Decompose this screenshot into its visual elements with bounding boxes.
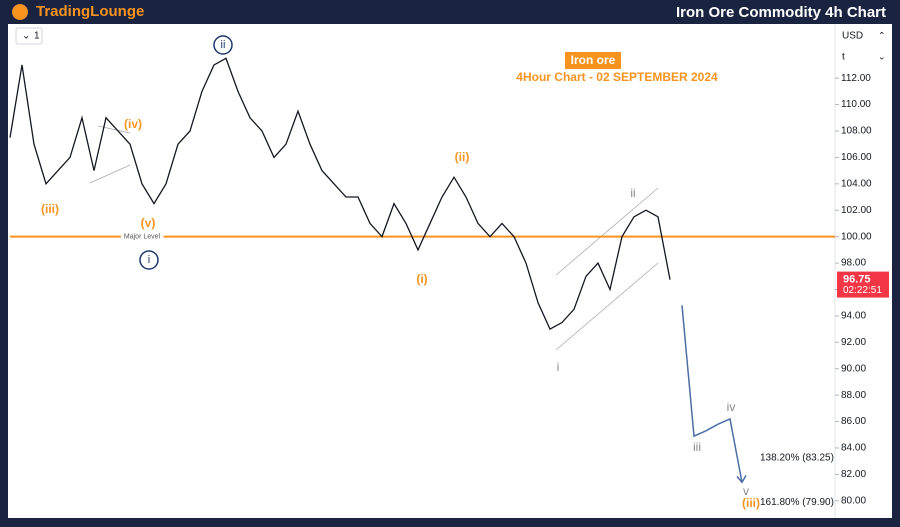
- y-tick-label: 84.00: [841, 443, 866, 454]
- wave-label: (ii): [455, 150, 470, 164]
- fib-label: 138.20% (83.25): [760, 453, 834, 464]
- wave-label: (i): [416, 272, 427, 286]
- y-tick-label: 94.00: [841, 311, 866, 322]
- price-tag: [837, 271, 889, 298]
- wave-label: (v): [141, 216, 156, 230]
- major-level-label-bg: [120, 232, 164, 242]
- y-tick-label: 92.00: [841, 337, 866, 348]
- y-tick-label: 110.00: [841, 99, 871, 110]
- y-tick-label: 108.00: [841, 126, 872, 137]
- plot-background: [8, 24, 892, 518]
- scale-chevron: ⌄: [878, 51, 886, 61]
- major-level-label: Major Level: [124, 234, 161, 241]
- series-line: [9, 57, 671, 331]
- interval-chevron: ⌄: [22, 31, 30, 42]
- y-tick-label: 102.00: [841, 205, 872, 216]
- wave-label: (iii): [742, 496, 760, 510]
- y-tick-label: 90.00: [841, 363, 866, 374]
- wave-label: v: [743, 484, 749, 498]
- y-tick-label: 112.00: [841, 73, 871, 84]
- y-tick-label: 86.00: [841, 416, 866, 427]
- y-tick-label: 80.00: [841, 495, 866, 506]
- price-tag-label: 96.75: [843, 273, 871, 285]
- wave-label: iv: [727, 400, 736, 414]
- y-tick-label: 100.00: [841, 231, 872, 242]
- scale-mode[interactable]: t: [842, 52, 845, 63]
- channel-line: [555, 187, 659, 276]
- title-box: [565, 52, 621, 69]
- wave-circle: [213, 35, 233, 55]
- y-tick-label: 106.00: [841, 152, 872, 163]
- wave-circle: [139, 250, 159, 270]
- interval: 1: [34, 31, 40, 42]
- logo: TradingLounge: [36, 3, 144, 20]
- chart-title: Iron ore: [571, 53, 616, 67]
- currency-chevron: ⌃: [878, 30, 886, 40]
- wave-label: i: [148, 254, 150, 266]
- y-tick-label: 88.00: [841, 390, 866, 401]
- wave-label: (iv): [124, 117, 142, 131]
- y-tick-label: 104.00: [841, 178, 872, 189]
- y-tick-label: 82.00: [841, 469, 866, 480]
- interval-button[interactable]: [15, 27, 43, 45]
- chart-subtitle: 4Hour Chart - 02 SEPTEMBER 2024: [516, 70, 718, 84]
- wave-label: (iii): [41, 202, 59, 216]
- wave-label: iii: [693, 440, 701, 454]
- triangle-line: [89, 164, 131, 184]
- wave-label: ii: [630, 186, 635, 200]
- fib-label: 161.80% (79.90): [760, 497, 834, 508]
- channel-line: [555, 262, 659, 351]
- price-tag-countdown: 02:22:51: [843, 285, 882, 296]
- wave-label: i: [557, 360, 560, 374]
- arrow-head: [736, 474, 747, 484]
- currency[interactable]: USD: [842, 31, 863, 42]
- y-tick-label: 98.00: [841, 258, 866, 269]
- wave-label: ii: [221, 39, 226, 51]
- series-line: [681, 305, 743, 483]
- logo-icon: [12, 4, 28, 20]
- page-title: Iron Ore Commodity 4h Chart: [676, 4, 886, 21]
